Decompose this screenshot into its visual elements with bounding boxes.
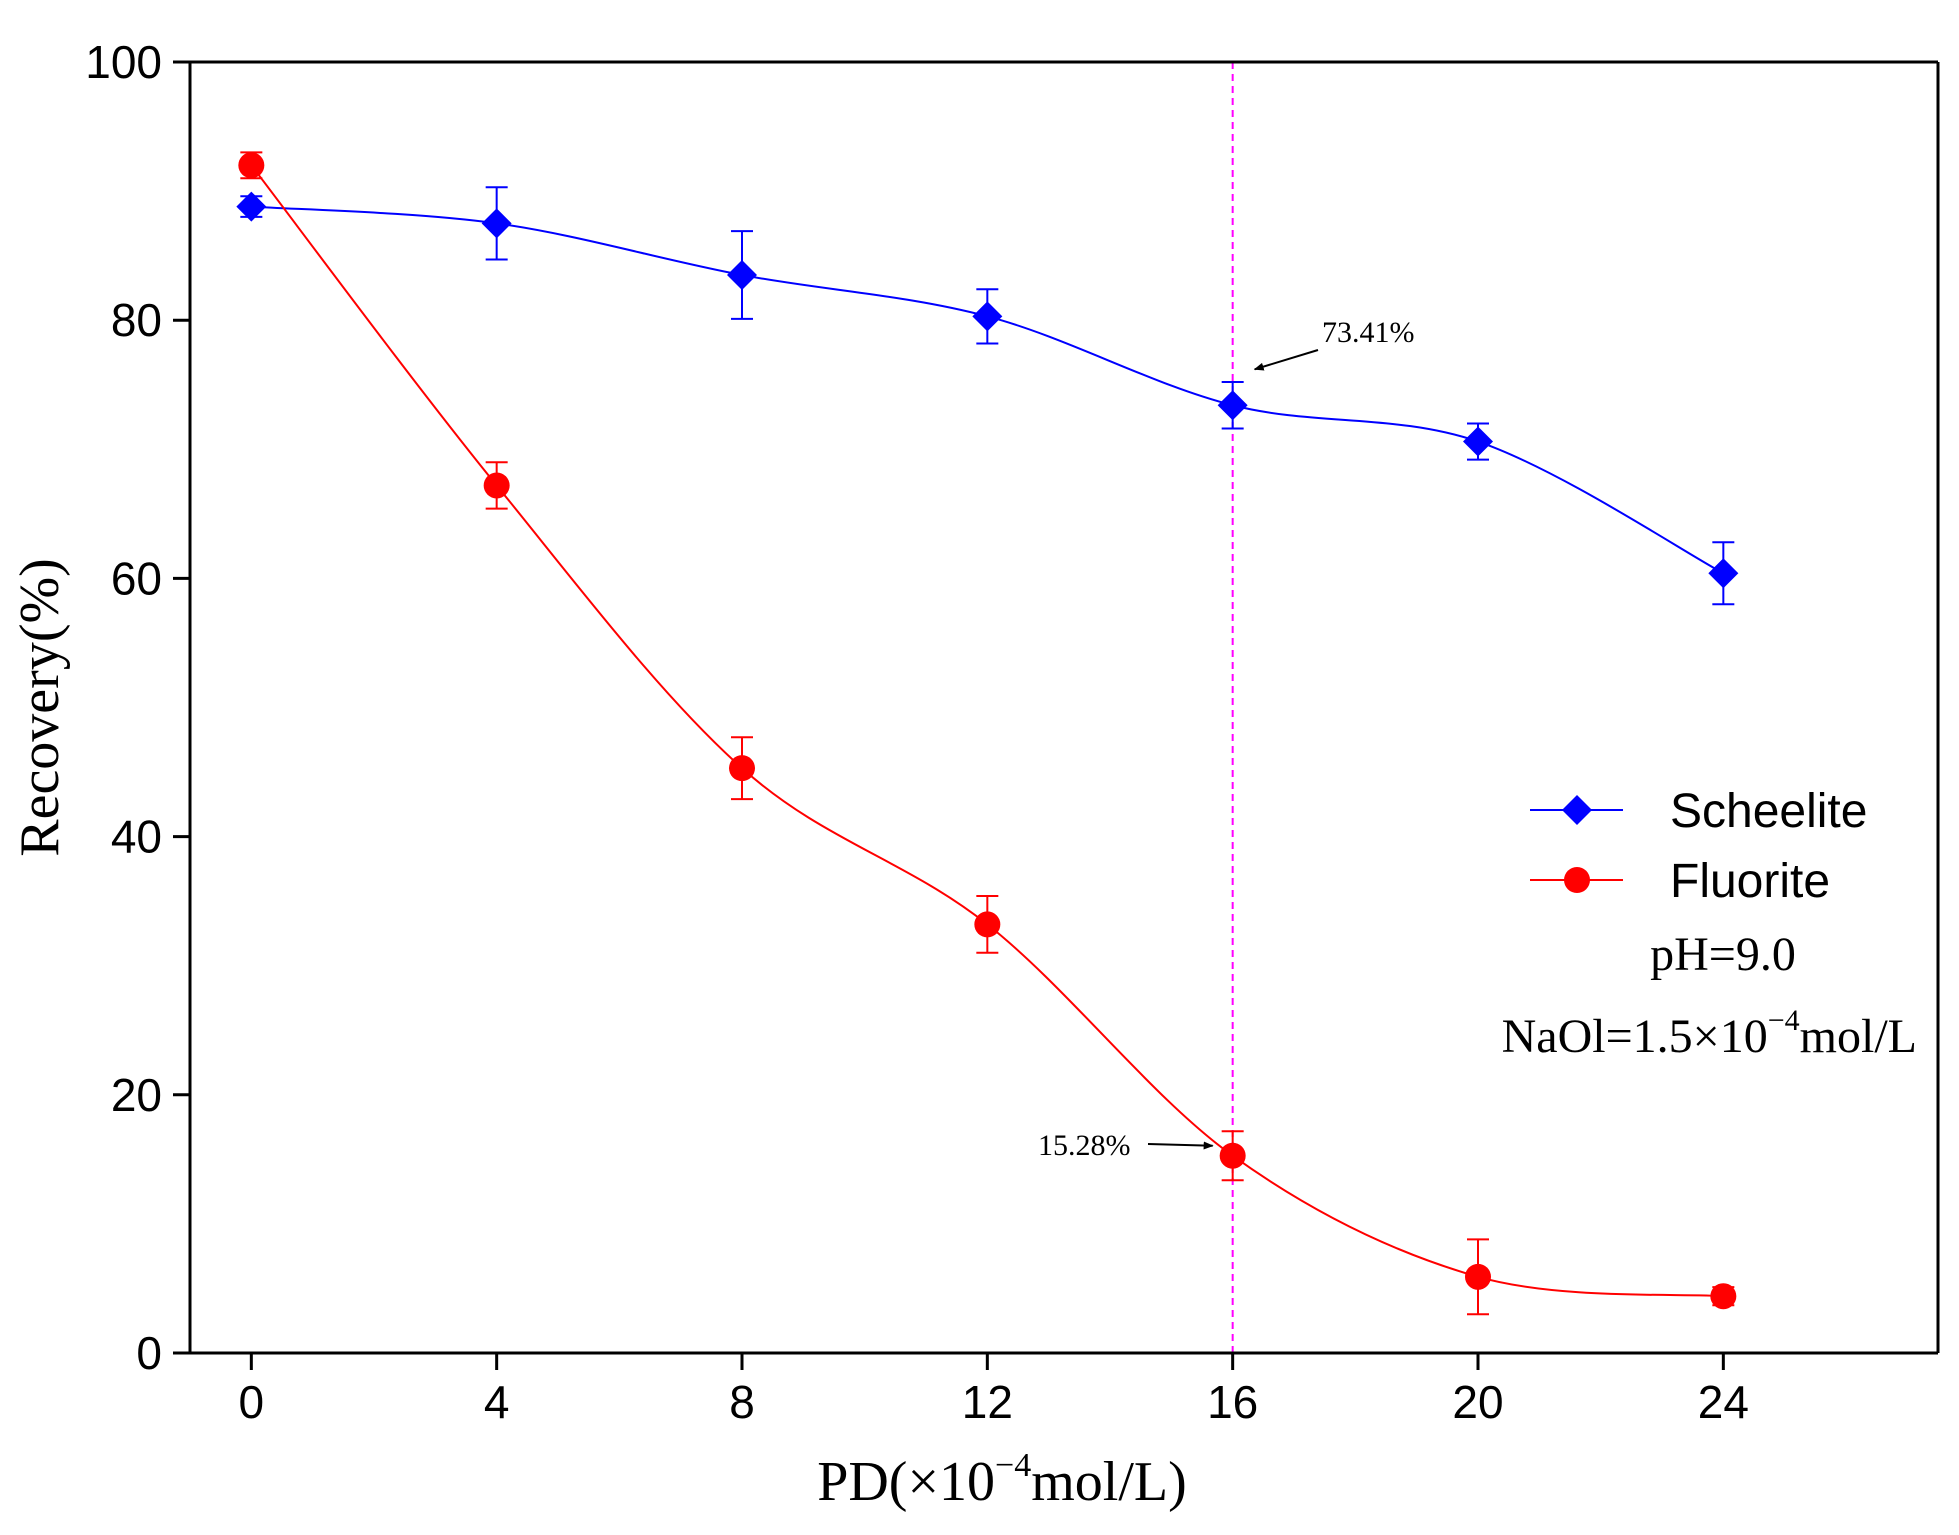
y-tick-label: 0: [136, 1327, 162, 1379]
scheelite-point: [1708, 558, 1739, 589]
legend-circle-icon: [1564, 867, 1590, 893]
scheelite-point: [1217, 390, 1248, 421]
scheelite-curve: [251, 205, 1724, 575]
fluorite-curve: [250, 164, 1724, 1298]
legend-label: Scheelite: [1670, 785, 1867, 838]
x-tick-label: 0: [239, 1376, 265, 1428]
legend-scheelite: Scheelite: [1530, 785, 1867, 838]
legend-diamond-icon: [1562, 795, 1592, 825]
x-tick-label: 16: [1207, 1376, 1258, 1428]
legend-fluorite: Fluorite: [1530, 855, 1830, 908]
x-tick-label: 24: [1698, 1376, 1749, 1428]
y-tick-label: 60: [111, 552, 162, 604]
fluorite-point: [483, 472, 510, 499]
y-tick-label: 80: [111, 294, 162, 346]
condition-naol: NaOl=1.5×10−4mol/L: [1502, 1004, 1917, 1063]
annotation-arrow-fluorite: [1147, 1141, 1214, 1150]
condition-ph: pH=9.0: [1650, 928, 1796, 981]
annotation-scheelite: 73.41%: [1322, 316, 1415, 349]
annotation-arrow-scheelite: [1253, 349, 1319, 371]
x-axis-title: PD(×10−4mol/L): [817, 1447, 1187, 1513]
fluorite-point: [729, 755, 755, 782]
scheelite-point: [1463, 426, 1493, 457]
x-tick-label: 8: [729, 1376, 755, 1428]
legend-label: Fluorite: [1670, 855, 1830, 908]
fluorite-point: [238, 152, 265, 179]
fluorite-point: [1219, 1142, 1246, 1169]
y-tick-label: 100: [85, 36, 162, 88]
scheelite-point: [972, 301, 1003, 332]
y-tick-label: 20: [111, 1069, 162, 1121]
scheelite-point: [236, 191, 267, 222]
x-tick-label: 12: [962, 1376, 1013, 1428]
x-tick-label: 4: [484, 1376, 510, 1428]
x-tick-label: 20: [1452, 1376, 1503, 1428]
scheelite-point: [727, 260, 757, 291]
scheelite-point: [481, 208, 512, 239]
fluorite-point: [974, 911, 1001, 938]
fluorite-point: [1710, 1283, 1737, 1310]
annotation-fluorite: 15.28%: [1038, 1129, 1131, 1162]
y-tick-label: 40: [111, 811, 162, 863]
y-axis-title: Recovery(%): [9, 558, 71, 857]
fluorite-point: [1465, 1263, 1491, 1290]
